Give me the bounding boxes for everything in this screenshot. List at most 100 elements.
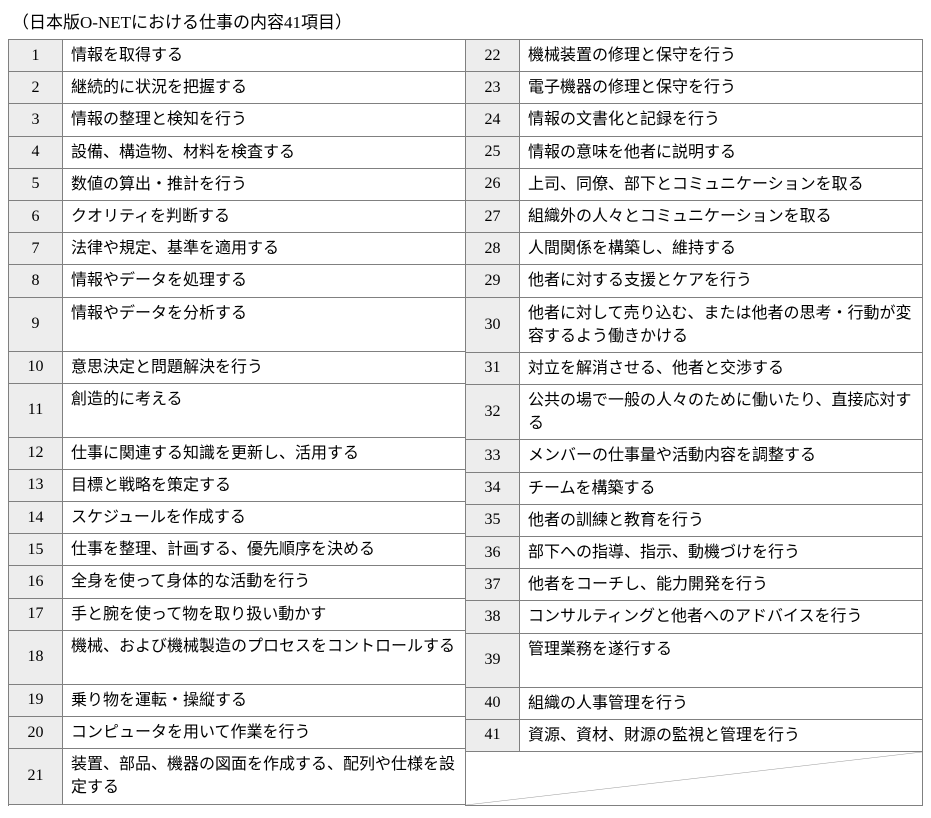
table-row: 10意思決定と問題解決を行う (9, 352, 465, 384)
item-description: 部下への指導、指示、動機づけを行う (520, 537, 922, 568)
item-description: 設備、構造物、材料を検査する (63, 137, 465, 168)
item-description: 情報の意味を他者に説明する (520, 137, 922, 168)
item-number: 38 (466, 601, 520, 632)
table-row: 14スケジュールを作成する (9, 502, 465, 534)
item-description: スケジュールを作成する (63, 502, 465, 533)
item-number: 23 (466, 72, 520, 103)
item-number: 22 (466, 40, 520, 71)
item-description: チームを構築する (520, 473, 922, 504)
table-row: 32公共の場で一般の人々のために働いたり、直接応対する (466, 385, 922, 440)
item-description: 法律や規定、基準を適用する (63, 233, 465, 264)
item-description: 他者に対して売り込む、または他者の思考・行動が変容するよう働きかける (520, 298, 922, 352)
table-row: 7法律や規定、基準を適用する (9, 233, 465, 265)
table-row: 22機械装置の修理と保守を行う (466, 40, 922, 72)
item-description: クオリティを判断する (63, 201, 465, 232)
item-number: 29 (466, 265, 520, 296)
item-number: 20 (9, 717, 63, 748)
table-row: 16全身を使って身体的な活動を行う (9, 566, 465, 598)
item-description: 組織外の人々とコミュニケーションを取る (520, 201, 922, 232)
item-description: 情報やデータを分析する (63, 298, 465, 351)
item-number: 8 (9, 265, 63, 296)
table-row: 38コンサルティングと他者へのアドバイスを行う (466, 601, 922, 633)
item-number: 9 (9, 298, 63, 351)
item-description: 管理業務を遂行する (520, 634, 922, 687)
item-description: 創造的に考える (63, 384, 465, 437)
item-number: 16 (9, 566, 63, 597)
table-row: 20コンピュータを用いて作業を行う (9, 717, 465, 749)
item-number: 33 (466, 440, 520, 471)
table-row: 2継続的に状況を把握する (9, 72, 465, 104)
items-table: 1情報を取得する2継続的に状況を把握する3情報の整理と検知を行う4設備、構造物、… (8, 39, 923, 806)
table-row: 23電子機器の修理と保守を行う (466, 72, 922, 104)
empty-cell (466, 752, 922, 806)
table-row: 9情報やデータを分析する (9, 298, 465, 352)
item-number: 3 (9, 104, 63, 135)
item-number: 11 (9, 384, 63, 437)
item-number: 25 (466, 137, 520, 168)
item-description: 機械装置の修理と保守を行う (520, 40, 922, 71)
table-row: 31対立を解消させる、他者と交渉する (466, 353, 922, 385)
item-description: 対立を解消させる、他者と交渉する (520, 353, 922, 384)
item-description: 公共の場で一般の人々のために働いたり、直接応対する (520, 385, 922, 439)
item-number: 26 (466, 169, 520, 200)
table-row: 21装置、部品、機器の図面を作成する、配列や仕様を設定する (9, 749, 465, 804)
item-description: 機械、および機械製造のプロセスをコントロールする (63, 631, 465, 684)
item-number: 6 (9, 201, 63, 232)
table-row: 40組織の人事管理を行う (466, 688, 922, 720)
item-number: 2 (9, 72, 63, 103)
item-description: 仕事に関連する知識を更新し、活用する (63, 438, 465, 469)
item-description: 数値の算出・推計を行う (63, 169, 465, 200)
item-number: 31 (466, 353, 520, 384)
table-row: 29他者に対する支援とケアを行う (466, 265, 922, 297)
table-row: 13目標と戦略を策定する (9, 470, 465, 502)
table-row: 18機械、および機械製造のプロセスをコントロールする (9, 631, 465, 685)
item-description: コンサルティングと他者へのアドバイスを行う (520, 601, 922, 632)
table-row: 6クオリティを判断する (9, 201, 465, 233)
table-row: 17手と腕を使って物を取り扱い動かす (9, 599, 465, 631)
item-description: 電子機器の修理と保守を行う (520, 72, 922, 103)
table-row: 28人間関係を構築し、維持する (466, 233, 922, 265)
item-number: 37 (466, 569, 520, 600)
table-row: 36部下への指導、指示、動機づけを行う (466, 537, 922, 569)
item-description: 意思決定と問題解決を行う (63, 352, 465, 383)
item-number: 1 (9, 40, 63, 71)
item-description: 他者に対する支援とケアを行う (520, 265, 922, 296)
item-number: 21 (9, 749, 63, 803)
item-description: 情報の文書化と記録を行う (520, 104, 922, 135)
item-number: 12 (9, 438, 63, 469)
item-number: 7 (9, 233, 63, 264)
item-number: 28 (466, 233, 520, 264)
item-description: 目標と戦略を策定する (63, 470, 465, 501)
page-title: （日本版O-NETにおける仕事の内容41項目） (8, 8, 923, 33)
items-column-left: 1情報を取得する2継続的に状況を把握する3情報の整理と検知を行う4設備、構造物、… (9, 40, 466, 806)
table-row: 4設備、構造物、材料を検査する (9, 137, 465, 169)
table-row: 26上司、同僚、部下とコミュニケーションを取る (466, 169, 922, 201)
item-description: 他者をコーチし、能力開発を行う (520, 569, 922, 600)
table-row: 24情報の文書化と記録を行う (466, 104, 922, 136)
item-number: 36 (466, 537, 520, 568)
item-description: 装置、部品、機器の図面を作成する、配列や仕様を設定する (63, 749, 465, 803)
item-description: 情報の整理と検知を行う (63, 104, 465, 135)
item-number: 14 (9, 502, 63, 533)
item-description: 情報を取得する (63, 40, 465, 71)
item-description: コンピュータを用いて作業を行う (63, 717, 465, 748)
item-number: 27 (466, 201, 520, 232)
item-number: 34 (466, 473, 520, 504)
table-row: 8情報やデータを処理する (9, 265, 465, 297)
item-number: 15 (9, 534, 63, 565)
table-row: 3情報の整理と検知を行う (9, 104, 465, 136)
table-row: 41資源、資材、財源の監視と管理を行う (466, 720, 922, 752)
table-row: 11創造的に考える (9, 384, 465, 438)
item-description: 情報やデータを処理する (63, 265, 465, 296)
item-number: 35 (466, 505, 520, 536)
item-number: 13 (9, 470, 63, 501)
item-number: 24 (466, 104, 520, 135)
items-column-right: 22機械装置の修理と保守を行う23電子機器の修理と保守を行う24情報の文書化と記… (466, 40, 922, 806)
item-number: 4 (9, 137, 63, 168)
item-number: 17 (9, 599, 63, 630)
item-description: 全身を使って身体的な活動を行う (63, 566, 465, 597)
table-row: 27組織外の人々とコミュニケーションを取る (466, 201, 922, 233)
table-row: 33メンバーの仕事量や活動内容を調整する (466, 440, 922, 472)
item-number: 40 (466, 688, 520, 719)
item-description: 組織の人事管理を行う (520, 688, 922, 719)
